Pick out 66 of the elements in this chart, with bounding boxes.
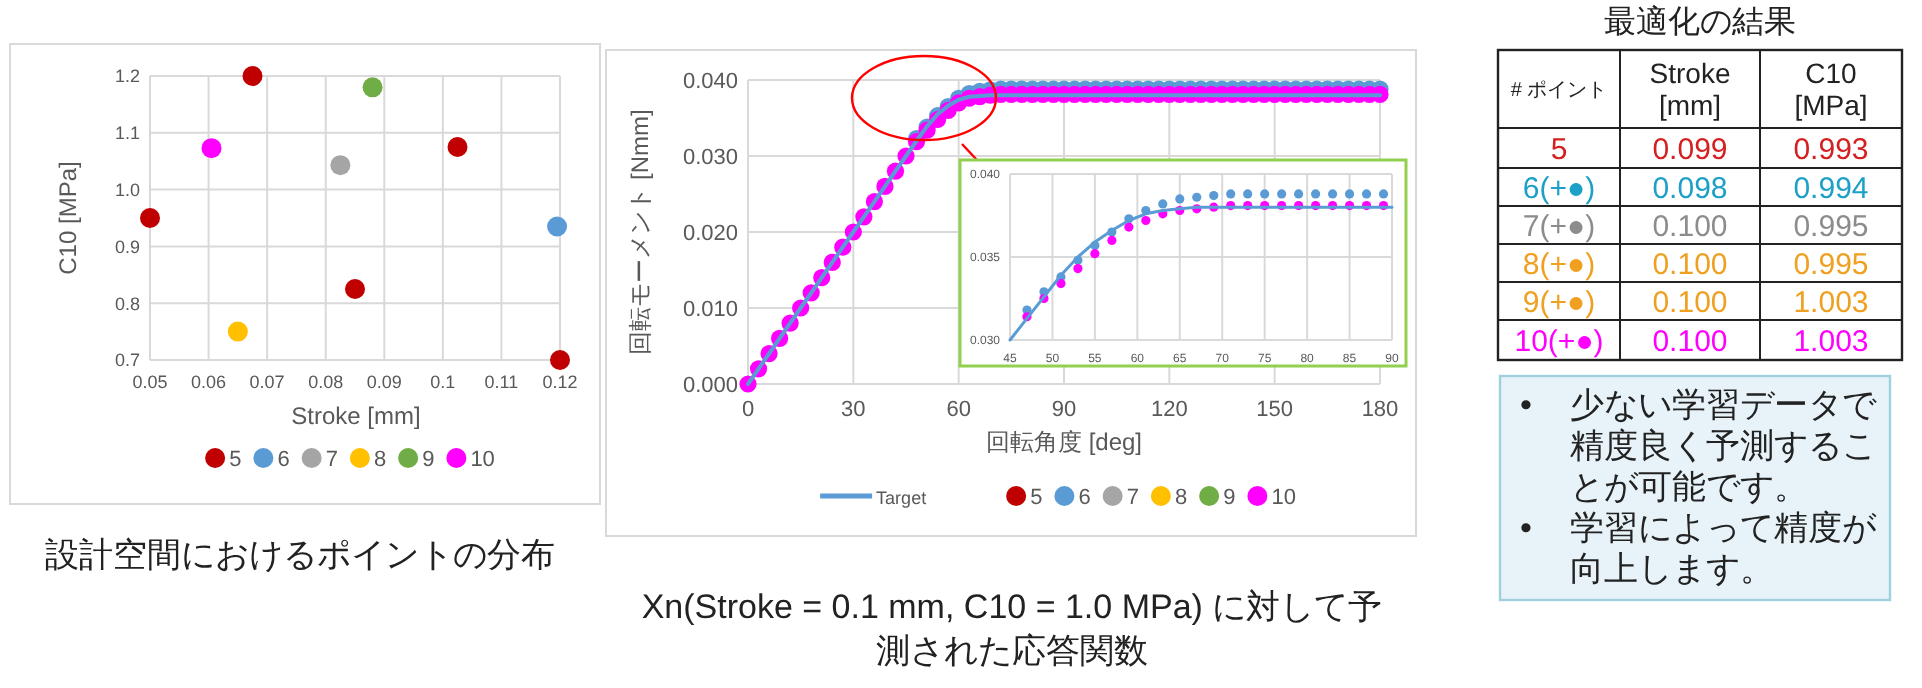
- y-tick-label: 0.7: [114, 350, 140, 371]
- text: 設計空間におけるポイントの分布: [45, 536, 555, 574]
- y-tick-label: 6(+●): [1522, 171, 1596, 206]
- y-tick-label: 1.2: [114, 66, 140, 87]
- legend-label: 8: [1174, 486, 1188, 510]
- x-tick-label: 120: [1150, 398, 1188, 422]
- data-label: 0.995: [1793, 247, 1869, 282]
- data-label: 0.995: [1793, 209, 1869, 244]
- y-tick-label: 5: [1550, 132, 1568, 167]
- data-label: 1.003: [1793, 285, 1869, 320]
- y-tick-label: 0.030: [682, 145, 738, 170]
- data-label: 0.994: [1793, 171, 1869, 206]
- data-label: 1.003: [1793, 324, 1869, 359]
- data-label: 0.100: [1652, 247, 1728, 282]
- x-tick-label: 180: [1361, 398, 1399, 422]
- y-axis-title: 回転モーメント [Nmm]: [626, 109, 654, 355]
- data-label: 0.100: [1652, 285, 1728, 320]
- y-tick-label: 0.8: [114, 293, 140, 314]
- x-axis-title: 回転角度 [deg]: [985, 428, 1143, 456]
- y-tick-label: 0.9: [114, 236, 140, 257]
- x-tick-label: 0.12: [542, 372, 578, 392]
- x-tick-label: 0.08: [308, 372, 344, 392]
- x-tick-label: 30: [841, 398, 866, 422]
- data-label: 0.993: [1793, 132, 1869, 167]
- y-tick-label: 10(+●): [1514, 324, 1604, 359]
- data-label: 0.100: [1652, 324, 1728, 359]
- legend-label: 5: [1030, 486, 1043, 510]
- y-tick-label: 1.1: [114, 123, 140, 144]
- y-tick-label: 7(+●): [1522, 209, 1596, 244]
- data-label: 0.100: [1652, 209, 1728, 244]
- legend-label: 6: [277, 448, 290, 472]
- text: • 少ない学習データで精度良く予測することが可能です。: [1520, 386, 1878, 506]
- legend-label: Target: [876, 488, 928, 508]
- y-tick-label: 9(+●): [1522, 285, 1596, 320]
- y-tick-label: 0.000: [682, 373, 738, 398]
- x-tick-label: 0.09: [366, 372, 402, 392]
- x-tick-label: 0.05: [132, 372, 168, 392]
- legend-label: 7: [1126, 486, 1139, 510]
- legend-label: 9: [422, 448, 435, 472]
- chart-title: 最適化の結果: [1604, 4, 1796, 40]
- legend-label: 6: [1078, 486, 1091, 510]
- x-tick-label: 0: [741, 398, 755, 422]
- text: Xn(Stroke = 0.1 mm, C10 = 1.0 MPa) に対して予測された応答関数: [641, 588, 1383, 670]
- text: • 学習によって精度が向上します。: [1520, 509, 1878, 588]
- legend-label: 10: [1271, 486, 1296, 510]
- legend-label: 9: [1223, 486, 1236, 510]
- x-tick-label: 90: [1051, 398, 1077, 422]
- legend-label: 5: [229, 448, 242, 472]
- y-tick-label: 0.020: [682, 221, 738, 246]
- y-tick-label: 0.010: [682, 297, 738, 322]
- data-label: 0.098: [1652, 171, 1728, 206]
- x-tick-label: 150: [1256, 398, 1294, 422]
- y-tick-label: 1.0: [114, 179, 140, 200]
- x-tick-label: 0.1: [430, 372, 456, 392]
- legend-label: 8: [373, 448, 387, 472]
- x-tick-label: 0.07: [249, 372, 285, 392]
- y-axis-title: # ポイント: [1510, 80, 1608, 102]
- x-tick-label: 60: [946, 398, 971, 422]
- y-axis-title: C10 [MPa]: [54, 161, 82, 275]
- y-tick-label: 8(+●): [1522, 247, 1596, 282]
- legend-label: 10: [470, 448, 495, 472]
- x-tick-label: 0.11: [484, 372, 519, 392]
- y-tick-label: 0.040: [682, 69, 738, 94]
- legend-label: 7: [325, 448, 338, 472]
- data-label: 0.099: [1652, 132, 1728, 167]
- x-tick-label: 0.06: [191, 372, 227, 392]
